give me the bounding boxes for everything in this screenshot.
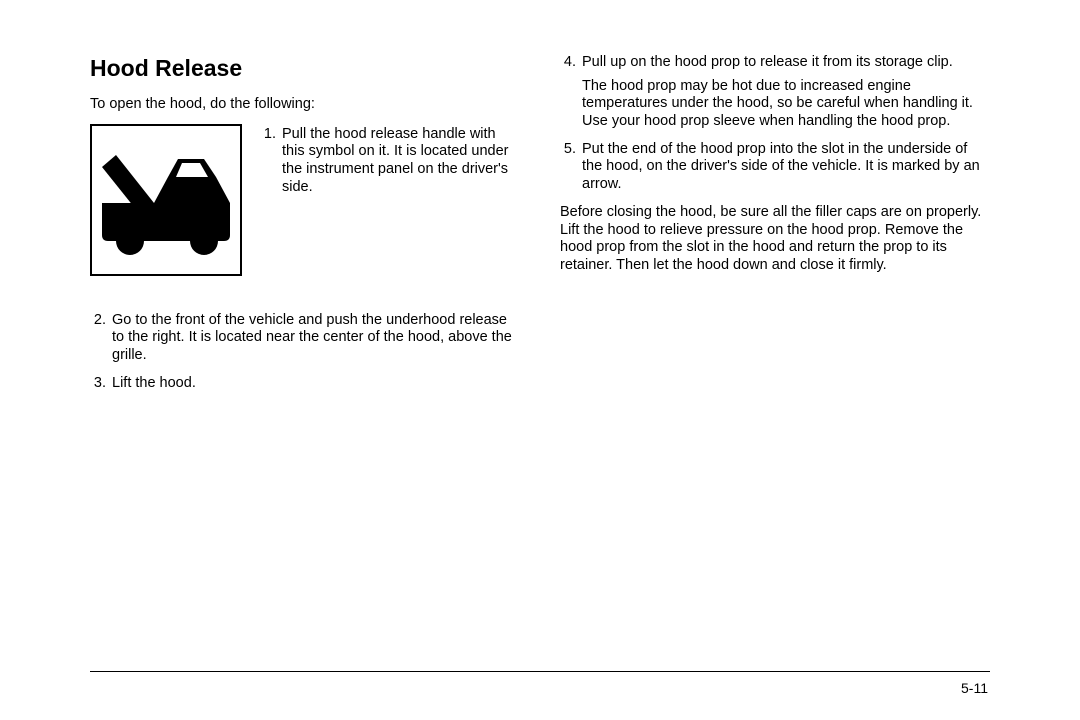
step-5: 5. Put the end of the hood prop into the… xyxy=(560,141,990,194)
step-4: 4. Pull up on the hood prop to release i… xyxy=(560,54,990,131)
closing-paragraph: Before closing the hood, be sure all the… xyxy=(560,204,990,275)
step-number: 2. xyxy=(90,312,112,365)
section-title: Hood Release xyxy=(90,54,520,82)
step-4-sub: The hood prop may be hot due to increase… xyxy=(582,78,990,131)
step-4-main: Pull up on the hood prop to release it f… xyxy=(582,54,953,70)
step-text: Lift the hood. xyxy=(112,375,520,393)
step-text: Pull the hood release handle with this s… xyxy=(282,126,520,197)
step-2: 2. Go to the front of the vehicle and pu… xyxy=(90,312,520,365)
right-steps: 4. Pull up on the hood prop to release i… xyxy=(560,54,990,194)
step-number: 4. xyxy=(560,54,582,131)
right-column: 4. Pull up on the hood prop to release i… xyxy=(560,54,990,402)
hood-release-symbol-box xyxy=(90,124,242,276)
step-text: Pull up on the hood prop to release it f… xyxy=(582,54,990,131)
step-text: Put the end of the hood prop into the sl… xyxy=(582,141,990,194)
step-number: 3. xyxy=(90,375,112,393)
icon-and-step1: 1. Pull the hood release handle with thi… xyxy=(90,124,520,276)
manual-page: Hood Release To open the hood, do the fo… xyxy=(0,0,1080,720)
step-3: 3. Lift the hood. xyxy=(90,375,520,393)
step-number: 1. xyxy=(260,126,282,197)
step-1: 1. Pull the hood release handle with thi… xyxy=(260,124,520,207)
left-steps-continued: 2. Go to the front of the vehicle and pu… xyxy=(90,312,520,393)
footer-rule xyxy=(90,671,990,672)
step-number: 5. xyxy=(560,141,582,194)
step-text: Go to the front of the vehicle and push … xyxy=(112,312,520,365)
page-number: 5-11 xyxy=(961,680,988,696)
intro-text: To open the hood, do the following: xyxy=(90,96,520,114)
hood-open-car-icon xyxy=(96,137,236,263)
two-column-layout: Hood Release To open the hood, do the fo… xyxy=(90,54,990,402)
left-column: Hood Release To open the hood, do the fo… xyxy=(90,54,520,402)
